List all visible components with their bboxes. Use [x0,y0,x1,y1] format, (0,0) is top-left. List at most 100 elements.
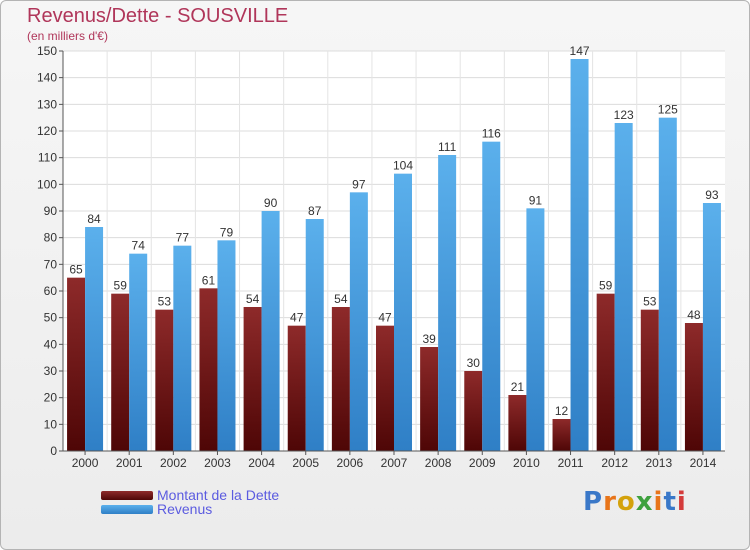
y-tick-label: 30 [44,364,58,378]
y-tick-label: 110 [38,151,57,165]
chart-subtitle: (en milliers d'€) [27,29,108,43]
value-label-revenus: 79 [220,225,234,239]
bar-debt [420,347,439,451]
value-label-revenus: 84 [87,212,101,226]
bar-revenus [261,211,280,451]
value-label-debt: 54 [334,292,348,306]
bar-debt [684,323,703,451]
y-tick-label: 40 [44,337,58,351]
value-label-revenus: 147 [570,44,590,58]
value-label-debt: 39 [422,332,436,346]
y-tick-label: 150 [37,44,57,58]
logo-letter: r [603,487,617,517]
bar-debt [464,371,483,451]
value-labels: 65 84 59 74 53 77 61 79 54 90 47 87 54 97 47 104 39 111 30… [69,44,719,418]
bar-revenus [394,173,412,451]
value-label-debt: 59 [114,279,128,293]
value-label-debt: 47 [378,311,392,325]
logo-letter: i [676,487,687,517]
x-tick-label: 2001 [116,456,143,470]
y-tick-label: 140 [37,71,57,85]
value-label-revenus: 87 [308,204,322,218]
y-tick-label: 10 [44,417,58,431]
y-tick-label: 50 [44,311,58,325]
bar-revenus [526,208,545,451]
value-label-debt: 48 [687,308,701,322]
legend-item-revenus: Revenus [101,501,212,517]
bar-revenus [129,253,148,451]
bar-debt [287,325,306,451]
bar-debt [596,293,615,451]
bar-revenus [658,117,677,452]
chart-title: Revenus/Dette - SOUSVILLE [27,5,289,27]
legend-swatch-debt [101,490,153,500]
value-label-debt: 54 [246,292,260,306]
bar-revenus [614,123,633,451]
bar-revenus [85,227,104,451]
y-tick-label: 0 [50,444,57,458]
logo-letter: o [616,487,636,517]
bar-revenus [349,192,368,452]
bar-revenus [173,245,192,451]
value-label-debt: 59 [599,279,613,293]
value-label-revenus: 111 [438,140,457,154]
bar-revenus [305,219,324,451]
x-tick-label: 2008 [425,456,452,470]
value-label-debt: 30 [467,356,481,370]
value-label-debt: 47 [290,311,304,325]
x-tick-label: 2006 [337,456,364,470]
value-label-debt: 53 [643,295,657,309]
logo-letter: t [663,487,677,517]
value-label-revenus: 125 [658,103,678,117]
value-label-revenus: 93 [705,188,719,202]
y-tick-label: 60 [44,284,58,298]
value-label-revenus: 104 [393,159,413,173]
y-tick-label: 100 [37,177,57,191]
proxiti-logo: Proxiti [583,487,687,517]
legend-label-revenus: Revenus [157,501,213,517]
value-label-revenus: 74 [132,239,146,253]
y-tick-label: 130 [37,97,57,111]
bar-revenus [570,59,589,451]
y-tick-label: 80 [44,231,58,245]
legend-item-debt: Montant de la Dette [101,487,279,503]
bar-revenus [482,141,501,451]
value-label-revenus: 91 [529,193,543,207]
bar-debt [331,307,350,451]
value-label-debt: 21 [511,380,525,394]
y-tick-label: 90 [44,204,58,218]
bar-debt [67,277,86,451]
bar-debt [552,419,571,451]
x-tick-label: 2013 [645,456,672,470]
value-label-revenus: 97 [352,177,366,191]
logo-letter: P [583,487,604,517]
bar-revenus [702,203,721,451]
bar-revenus [438,155,457,451]
legend-swatch-revenus [101,504,153,514]
value-label-revenus: 116 [482,127,501,141]
bar-revenus [217,240,236,451]
y-tick-label: 20 [44,391,58,405]
value-label-debt: 61 [202,273,216,287]
x-tick-label: 2010 [513,456,540,470]
x-tick-label: 2011 [558,456,584,470]
logo-letter: x [635,487,654,517]
x-tick-label: 2003 [204,456,231,470]
bar-debt [376,325,394,451]
x-tick-label: 2004 [248,456,275,470]
value-label-debt: 65 [69,263,83,277]
value-label-revenus: 77 [176,231,190,245]
x-tick-label: 2007 [381,456,408,470]
x-tick-label: 2014 [690,456,717,470]
bar-debt [111,293,130,451]
x-tick-label: 2009 [469,456,496,470]
x-tick-label: 2012 [601,456,628,470]
bars [67,59,721,452]
y-tick-label: 70 [44,257,58,271]
x-tick-label: 2002 [160,456,187,470]
legend-label-debt: Montant de la Dette [157,487,280,503]
value-label-revenus: 123 [614,108,634,122]
value-label-debt: 12 [555,404,569,418]
